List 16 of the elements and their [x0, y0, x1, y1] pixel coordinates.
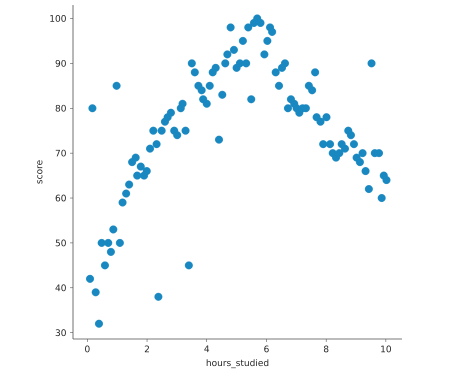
x-tick-label: 4 [204, 346, 210, 352]
x-tick-label: 10 [381, 346, 391, 352]
y-tick-label: 60 [56, 194, 66, 202]
y-axis-title: score [37, 160, 42, 184]
y-tick-label: 90 [56, 60, 66, 67]
x-axis-title: hours_studied [206, 359, 268, 368]
x-tick-label: 8 [324, 346, 328, 352]
x-tick-label: 2 [144, 346, 150, 352]
y-tick-label: 30 [56, 329, 66, 336]
y-tick-label: 100 [50, 15, 66, 22]
y-tick-label: 40 [55, 284, 66, 292]
x-tick-label: 0 [85, 346, 90, 352]
x-tick-label: 6 [264, 346, 269, 352]
y-tick-label: 80 [56, 104, 66, 112]
y-tick-label: 70 [56, 150, 66, 157]
y-tick-label: 50 [56, 240, 66, 246]
